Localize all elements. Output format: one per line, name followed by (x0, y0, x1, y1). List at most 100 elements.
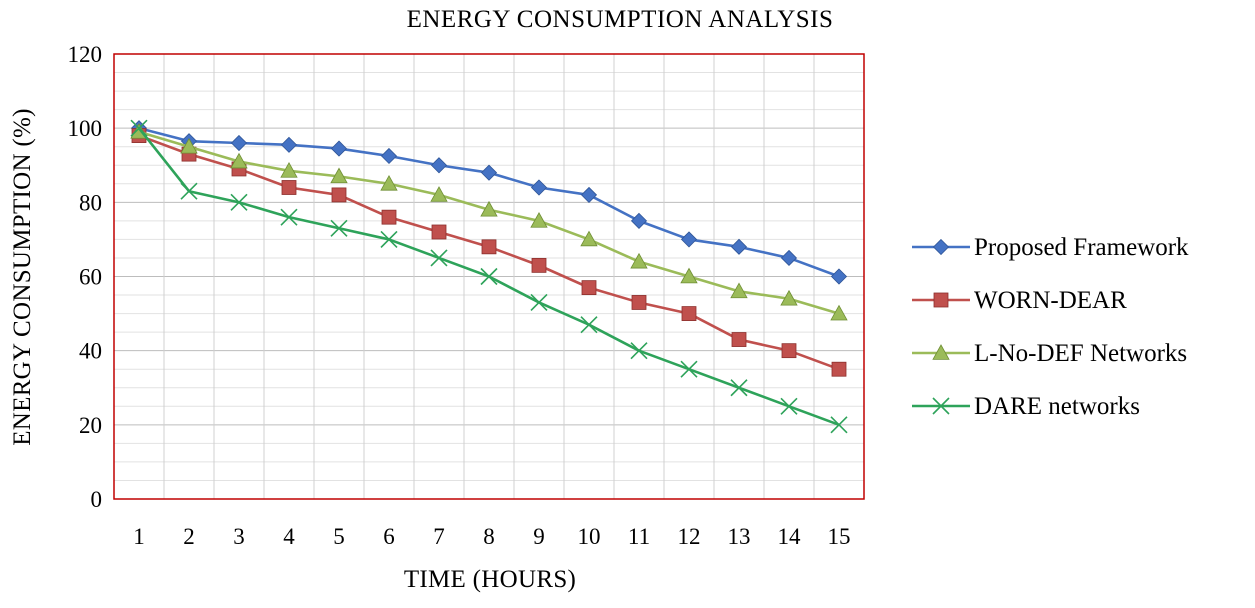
x-tick-label: 3 (233, 524, 245, 549)
data-point-worn-dear (831, 361, 847, 377)
data-point-dare-networks (680, 360, 698, 378)
x-tick-label: 2 (183, 524, 195, 549)
data-point-dare-networks (130, 119, 148, 137)
y-tick-label: 100 (68, 116, 103, 141)
x-tick-label: 8 (483, 524, 495, 549)
series-proposed-framework (130, 120, 848, 285)
legend-label-l-no-def-networks: L-No-DEF Networks (974, 340, 1187, 367)
legend-label-worn-dear: WORN-DEAR (974, 287, 1127, 314)
series-dare-networks (130, 119, 848, 434)
series-l-no-def-networks (130, 123, 848, 321)
data-point-l-no-def-networks (530, 212, 548, 228)
data-point-proposed-framework (230, 134, 248, 152)
y-tick-label: 40 (79, 339, 102, 364)
legend-marker-l-no-def-networks (932, 344, 950, 360)
y-tick-label: 80 (79, 190, 102, 215)
x-tick-label: 11 (628, 524, 650, 549)
legend-item-proposed-framework: Proposed Framework (912, 234, 1189, 261)
data-point-worn-dear (481, 239, 497, 255)
data-point-l-no-def-networks (430, 186, 448, 202)
legend-item-dare-networks: DARE networks (912, 393, 1140, 420)
data-point-dare-networks (530, 293, 548, 312)
legend-item-l-no-def-networks: L-No-DEF Networks (912, 340, 1187, 367)
data-point-l-no-def-networks (380, 174, 398, 191)
data-point-proposed-framework (330, 140, 348, 157)
data-point-worn-dear (731, 332, 747, 347)
legend-label-proposed-framework: Proposed Framework (974, 234, 1189, 261)
y-axis-ticks: 0 20 40 60 80 100 120 (68, 42, 103, 512)
legend-marker-proposed-framework (932, 238, 950, 256)
data-point-dare-networks (480, 267, 498, 286)
series-line-l-no-def-networks (138, 130, 840, 315)
x-tick-label: 9 (533, 524, 545, 549)
legend-marker-worn-dear (933, 292, 949, 308)
x-tick-label: 6 (383, 524, 395, 549)
x-tick-label: 7 (433, 524, 445, 549)
data-point-proposed-framework (280, 136, 298, 153)
data-point-worn-dear (331, 187, 347, 203)
data-point-l-no-def-networks (330, 167, 348, 184)
data-point-dare-networks (830, 416, 848, 434)
data-point-worn-dear (431, 224, 447, 240)
data-point-worn-dear (681, 306, 697, 321)
data-point-proposed-framework (830, 268, 848, 285)
data-point-proposed-framework (630, 212, 648, 229)
data-point-proposed-framework (780, 249, 798, 267)
legend: Proposed Framework WORN-DEAR L-No-DEF Netw… (912, 234, 1189, 420)
data-point-l-no-def-networks (680, 267, 698, 284)
y-axis-label: ENERGY CONSUMPTION (%) (9, 108, 36, 446)
data-point-worn-dear (531, 257, 547, 273)
x-axis-ticks: 1 2 3 4 5 6 7 8 9 10 11 12 13 14 15 (133, 524, 850, 549)
data-point-l-no-def-networks (180, 137, 198, 154)
data-point-dare-networks (430, 249, 448, 267)
series-worn-dear (131, 128, 847, 377)
y-tick-label: 20 (79, 413, 102, 438)
data-point-l-no-def-networks (280, 161, 298, 178)
data-point-dare-networks (330, 219, 348, 237)
data-point-proposed-framework (380, 147, 398, 165)
data-point-l-no-def-networks (580, 230, 598, 247)
data-point-dare-networks (230, 193, 248, 211)
y-tick-label: 120 (68, 42, 103, 67)
x-tick-label: 1 (133, 524, 145, 549)
x-tick-label: 5 (333, 524, 345, 549)
data-point-proposed-framework (580, 186, 598, 203)
data-point-proposed-framework (680, 231, 698, 248)
x-tick-label: 15 (828, 524, 851, 549)
data-point-dare-networks (780, 397, 798, 415)
data-point-worn-dear (581, 280, 597, 296)
data-point-proposed-framework (480, 164, 498, 181)
x-tick-label: 13 (728, 524, 751, 549)
y-tick-label: 60 (79, 265, 102, 290)
data-point-proposed-framework (530, 179, 548, 196)
data-point-worn-dear (781, 343, 797, 359)
data-point-dare-networks (380, 230, 398, 248)
x-tick-label: 12 (678, 524, 701, 549)
legend-marker-dare-networks (932, 397, 950, 415)
data-point-worn-dear (281, 180, 297, 195)
data-point-dare-networks (580, 316, 598, 334)
data-point-dare-networks (630, 342, 648, 360)
data-point-worn-dear (381, 209, 397, 225)
x-axis-label: TIME (HOURS) (404, 566, 576, 593)
x-tick-label: 14 (778, 524, 802, 549)
data-point-worn-dear (631, 295, 647, 310)
data-point-l-no-def-networks (630, 252, 648, 269)
x-tick-label: 10 (578, 524, 601, 549)
data-point-proposed-framework (730, 238, 748, 255)
data-point-dare-networks (280, 208, 298, 226)
x-tick-label: 4 (283, 524, 295, 549)
y-tick-label: 0 (91, 487, 103, 512)
series-lines (130, 119, 848, 434)
data-point-l-no-def-networks (830, 304, 848, 321)
legend-item-worn-dear: WORN-DEAR (912, 287, 1127, 314)
data-point-l-no-def-networks (780, 289, 798, 306)
chart-title: ENERGY CONSUMPTION ANALYSIS (407, 6, 834, 33)
data-point-dare-networks (730, 379, 748, 397)
data-point-proposed-framework (430, 157, 448, 174)
data-point-l-no-def-networks (230, 152, 248, 169)
plot-area-border (113, 53, 865, 500)
data-point-dare-networks (180, 182, 198, 200)
data-point-l-no-def-networks (480, 200, 498, 217)
